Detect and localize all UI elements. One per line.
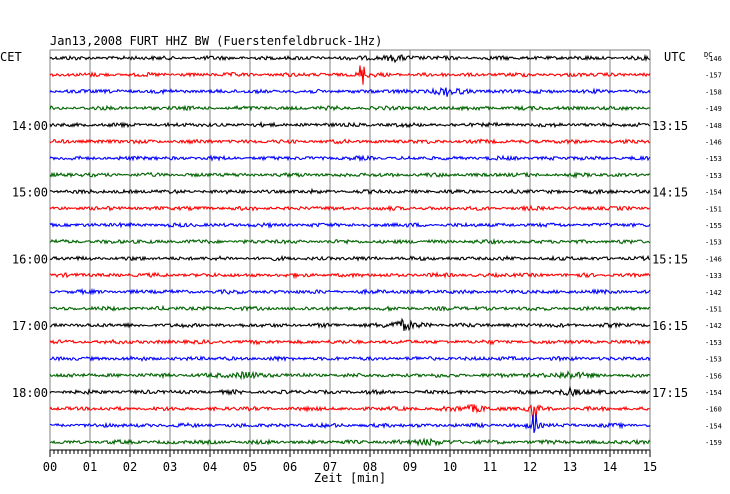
right-timezone-label: UTC [664, 50, 686, 64]
seismic-trace-0 [49, 53, 651, 64]
dc-offset-label: -151 [705, 205, 722, 213]
left-timezone-label: CET [0, 50, 22, 64]
right-hour-label: 13:15 [652, 119, 688, 133]
seismic-trace-21 [49, 403, 651, 421]
dc-offset-label: -154 [705, 389, 722, 397]
x-tick-label: 04 [203, 460, 217, 474]
dc-offset-label: -146 [705, 139, 722, 147]
seismic-trace-5 [49, 138, 651, 145]
x-tick-label: 01 [83, 460, 97, 474]
seismic-trace-10 [49, 221, 651, 229]
x-axis-label: Zeit [min] [314, 471, 386, 485]
seismic-trace-22 [49, 414, 651, 434]
x-tick-label: 00 [43, 460, 57, 474]
dc-offset-label: -133 [705, 272, 722, 280]
seismic-trace-7 [49, 171, 651, 180]
dc-offset-label: -153 [705, 172, 722, 180]
dc-header-label: DC [704, 51, 712, 59]
seismic-trace-18 [49, 355, 651, 363]
x-tick-label: 09 [403, 460, 417, 474]
x-tick-label: 05 [243, 460, 257, 474]
seismic-trace-15 [49, 304, 651, 312]
x-tick-label: 06 [283, 460, 297, 474]
dc-offset-label: -158 [705, 88, 722, 96]
seismic-trace-17 [49, 338, 651, 346]
seismic-trace-4 [49, 120, 651, 129]
right-hour-label: 14:15 [652, 186, 688, 200]
dc-offset-label: -142 [705, 289, 722, 297]
dc-offset-label: -151 [705, 306, 722, 314]
dc-offset-label: -153 [705, 155, 722, 163]
dc-offset-label: -149 [705, 105, 722, 113]
x-tick-label: 11 [483, 460, 497, 474]
dc-offset-label: -142 [705, 322, 722, 330]
left-hour-label: 16:00 [12, 252, 48, 266]
left-hour-label: 17:00 [12, 319, 48, 333]
seismic-trace-8 [49, 187, 651, 196]
dc-offset-label: -153 [705, 239, 722, 247]
seismic-trace-16 [49, 317, 651, 332]
chart-title: Jan13,2008 FURT HHZ BW (Fuerstenfeldbruc… [50, 34, 382, 48]
right-hour-label: 16:15 [652, 319, 688, 333]
x-tick-label: 03 [163, 460, 177, 474]
x-tick-label: 10 [443, 460, 457, 474]
seismic-trace-11 [49, 237, 651, 246]
dc-offset-label: -157 [705, 72, 722, 80]
x-tick-label: 14 [603, 460, 617, 474]
seismic-trace-9 [49, 204, 651, 213]
seismic-trace-14 [49, 287, 651, 296]
right-hour-label: 17:15 [652, 386, 688, 400]
seismic-trace-2 [49, 86, 651, 97]
left-hour-label: 14:00 [12, 119, 48, 133]
dc-offset-label: -156 [705, 372, 722, 380]
left-hour-label: 18:00 [12, 386, 48, 400]
dc-offset-label: -153 [705, 339, 722, 347]
dc-offset-label: -146 [705, 255, 722, 263]
time-grid [49, 49, 651, 450]
x-tick-label: 12 [523, 460, 537, 474]
dc-offset-label: -159 [705, 439, 722, 447]
seismic-trace-20 [49, 385, 650, 398]
dc-offset-label: -154 [705, 422, 722, 430]
x-tick-label: 15 [643, 460, 657, 474]
seismic-trace-1 [49, 65, 651, 85]
seismic-trace-6 [49, 154, 651, 162]
x-tick-label: 02 [123, 460, 137, 474]
dc-offset-label: -154 [705, 189, 722, 197]
seismic-trace-12 [49, 254, 651, 262]
x-axis: 00 01 02 03 04 05 06 07 08 09 10 11 12 13 14 15 [43, 449, 657, 474]
dc-offset-label: -153 [705, 356, 722, 364]
dc-offset-label: -155 [705, 222, 722, 230]
seismic-trace-3 [49, 104, 651, 112]
seismic-trace-19 [49, 370, 651, 381]
right-hour-label: 15:15 [652, 252, 688, 266]
row-labels: 14:00 15:00 16:00 17:00 18:00 13:15 14:15 15:15… [12, 55, 722, 447]
left-hour-label: 15:00 [12, 186, 48, 200]
seismic-traces [49, 53, 651, 447]
x-tick-label: 13 [563, 460, 577, 474]
dc-offset-label: -146 [705, 55, 722, 63]
dc-offset-label: -160 [705, 406, 722, 414]
x-tick-label: 08 [363, 460, 377, 474]
x-tick-label: 07 [323, 460, 337, 474]
seismic-trace-23 [49, 437, 651, 447]
seismic-trace-13 [49, 271, 651, 280]
dc-offset-label: -148 [705, 122, 722, 130]
